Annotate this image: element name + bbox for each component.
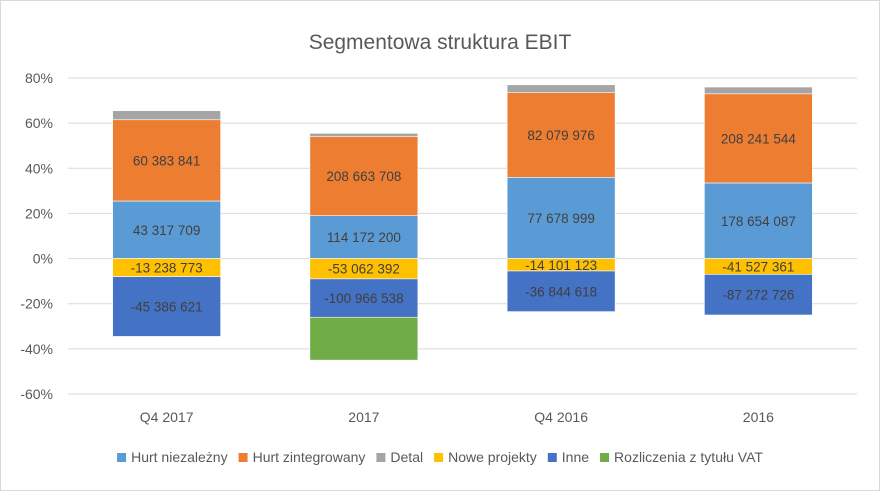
legend-label: Hurt niezależny — [131, 449, 228, 465]
y-tick-label: 0% — [33, 251, 53, 267]
bar-segment — [309, 133, 419, 137]
data-label: 43 317 709 — [133, 223, 201, 238]
legend-label: Nowe projekty — [448, 449, 537, 465]
data-label: 82 079 976 — [527, 128, 595, 143]
bar-segment — [309, 215, 419, 259]
bar-segment — [112, 110, 221, 121]
y-axis: 80% 60% 40% 20% 0% -20% -40% -60% — [20, 70, 53, 402]
bar-segment — [506, 92, 616, 178]
bars — [112, 84, 813, 361]
bar-segment — [704, 93, 813, 184]
bar-segment — [704, 86, 813, 95]
y-tick-label: 80% — [25, 70, 53, 86]
legend-label: Rozliczenia z tytułu VAT — [614, 449, 763, 465]
bar-segment — [506, 84, 616, 93]
bar-segment — [704, 274, 813, 316]
bar-segment — [506, 177, 616, 259]
legend-item: Rozliczenia z tytułu VAT — [600, 449, 763, 465]
x-tick-label: Q4 2016 — [534, 409, 588, 425]
bar-segment — [112, 276, 221, 337]
legend-label: Hurt zintegrowany — [253, 449, 366, 465]
y-tick-label: -20% — [20, 296, 53, 312]
data-label: -45 386 621 — [131, 300, 203, 315]
legend-item: Detal — [376, 449, 423, 465]
chart-title: Segmentowa struktura EBIT — [309, 31, 572, 54]
bar-segment — [309, 136, 419, 216]
bar-segment — [309, 316, 419, 361]
legend-item: Hurt zintegrowany — [238, 449, 366, 465]
legend-swatch — [117, 453, 127, 462]
y-tick-label: 20% — [25, 205, 53, 221]
data-label: -41 527 361 — [722, 259, 794, 274]
x-tick-label: 2017 — [348, 409, 379, 425]
data-label: 178 654 087 — [721, 214, 796, 229]
data-label: 208 663 708 — [326, 169, 401, 184]
data-label: -87 272 726 — [722, 288, 794, 303]
data-label: -13 238 773 — [131, 261, 203, 276]
y-tick-label: -40% — [20, 341, 53, 357]
legend-item: Hurt niezależny — [117, 449, 228, 465]
x-tick-label: 2016 — [743, 409, 774, 425]
data-label: -100 966 538 — [324, 291, 404, 306]
legend-swatch — [238, 453, 248, 462]
y-tick-label: 60% — [25, 115, 53, 131]
bar-segment — [506, 270, 616, 312]
data-label: 208 241 544 — [721, 131, 797, 146]
data-label: 60 383 841 — [133, 153, 201, 168]
legend-swatch — [600, 453, 610, 462]
y-tick-label: 40% — [25, 160, 53, 176]
legend-label: Detal — [390, 449, 423, 465]
data-label: -14 101 123 — [525, 258, 597, 273]
legend-item: Inne — [547, 449, 589, 465]
legend-swatch — [434, 453, 444, 462]
data-labels: 43 317 709 60 383 841 -13 238 773 -45 386 6… — [131, 128, 797, 315]
data-label: -36 844 618 — [525, 284, 597, 299]
legend-label: Inne — [562, 449, 589, 465]
legend-swatch — [547, 453, 557, 462]
x-tick-label: Q4 2017 — [140, 409, 194, 425]
y-tick-label: -60% — [20, 386, 53, 402]
bar-segment — [112, 119, 221, 202]
legend-swatch — [376, 453, 386, 462]
x-axis: Q4 2017 2017 Q4 2016 2016 — [140, 409, 774, 425]
bar-segment — [309, 278, 419, 318]
bar-segment — [112, 200, 221, 259]
legend-item: Nowe projekty — [434, 449, 537, 465]
data-label: -53 062 392 — [328, 262, 400, 277]
legend: Hurt niezależny Hurt zintegrowany Detal Now… — [117, 449, 763, 465]
data-label: 114 172 200 — [327, 230, 401, 245]
data-label: 77 678 999 — [527, 211, 595, 226]
